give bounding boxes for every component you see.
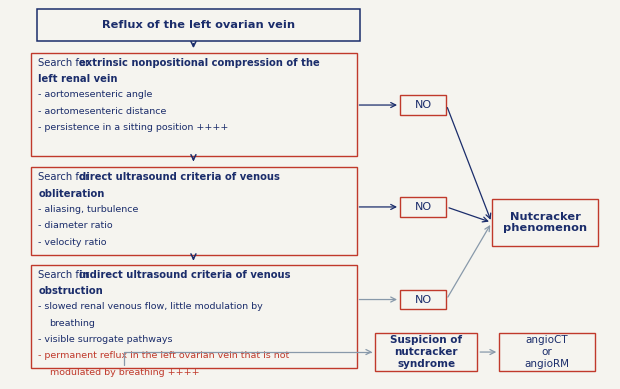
FancyBboxPatch shape bbox=[31, 265, 356, 368]
Text: - persistence in a sitting position ++++: - persistence in a sitting position ++++ bbox=[38, 123, 229, 132]
Text: - aliasing, turbulence: - aliasing, turbulence bbox=[38, 205, 139, 214]
FancyBboxPatch shape bbox=[400, 95, 446, 115]
Text: left renal vein: left renal vein bbox=[38, 74, 118, 84]
Text: NO: NO bbox=[415, 202, 432, 212]
FancyBboxPatch shape bbox=[31, 167, 356, 255]
FancyBboxPatch shape bbox=[400, 197, 446, 217]
Text: Suspicion of
nutcracker
syndrome: Suspicion of nutcracker syndrome bbox=[390, 335, 463, 369]
Text: obliteration: obliteration bbox=[38, 189, 105, 199]
FancyBboxPatch shape bbox=[499, 333, 595, 371]
Text: NO: NO bbox=[415, 100, 432, 110]
Text: - aortomesenteric angle: - aortomesenteric angle bbox=[38, 90, 153, 99]
FancyBboxPatch shape bbox=[400, 290, 446, 309]
Text: - diameter ratio: - diameter ratio bbox=[38, 221, 113, 230]
Text: indirect ultrasound criteria of venous: indirect ultrasound criteria of venous bbox=[79, 270, 291, 280]
Text: - aortomesenteric distance: - aortomesenteric distance bbox=[38, 107, 167, 116]
Text: extrinsic nonpositional compression of the: extrinsic nonpositional compression of t… bbox=[79, 58, 320, 68]
Text: Nutcracker
phenomenon: Nutcracker phenomenon bbox=[503, 212, 587, 233]
FancyBboxPatch shape bbox=[492, 199, 598, 246]
Text: modulated by breathing ++++: modulated by breathing ++++ bbox=[50, 368, 199, 377]
FancyBboxPatch shape bbox=[375, 333, 477, 371]
Text: Search for: Search for bbox=[38, 172, 93, 182]
Text: Reflux of the left ovarian vein: Reflux of the left ovarian vein bbox=[102, 20, 295, 30]
Text: - velocity ratio: - velocity ratio bbox=[38, 238, 107, 247]
Text: - permanent reflux in the left ovarian vein that is not: - permanent reflux in the left ovarian v… bbox=[38, 351, 290, 360]
Text: Search for: Search for bbox=[38, 58, 93, 68]
Text: Search for: Search for bbox=[38, 270, 93, 280]
FancyBboxPatch shape bbox=[31, 53, 356, 156]
Text: - visible surrogate pathways: - visible surrogate pathways bbox=[38, 335, 173, 344]
Text: - slowed renal venous flow, little modulation by: - slowed renal venous flow, little modul… bbox=[38, 302, 263, 311]
Text: direct ultrasound criteria of venous: direct ultrasound criteria of venous bbox=[79, 172, 280, 182]
FancyBboxPatch shape bbox=[37, 9, 360, 41]
Text: angioCT
or
angioRM: angioCT or angioRM bbox=[525, 335, 570, 369]
Text: NO: NO bbox=[415, 294, 432, 305]
Text: obstruction: obstruction bbox=[38, 286, 103, 296]
Text: breathing: breathing bbox=[50, 319, 95, 328]
